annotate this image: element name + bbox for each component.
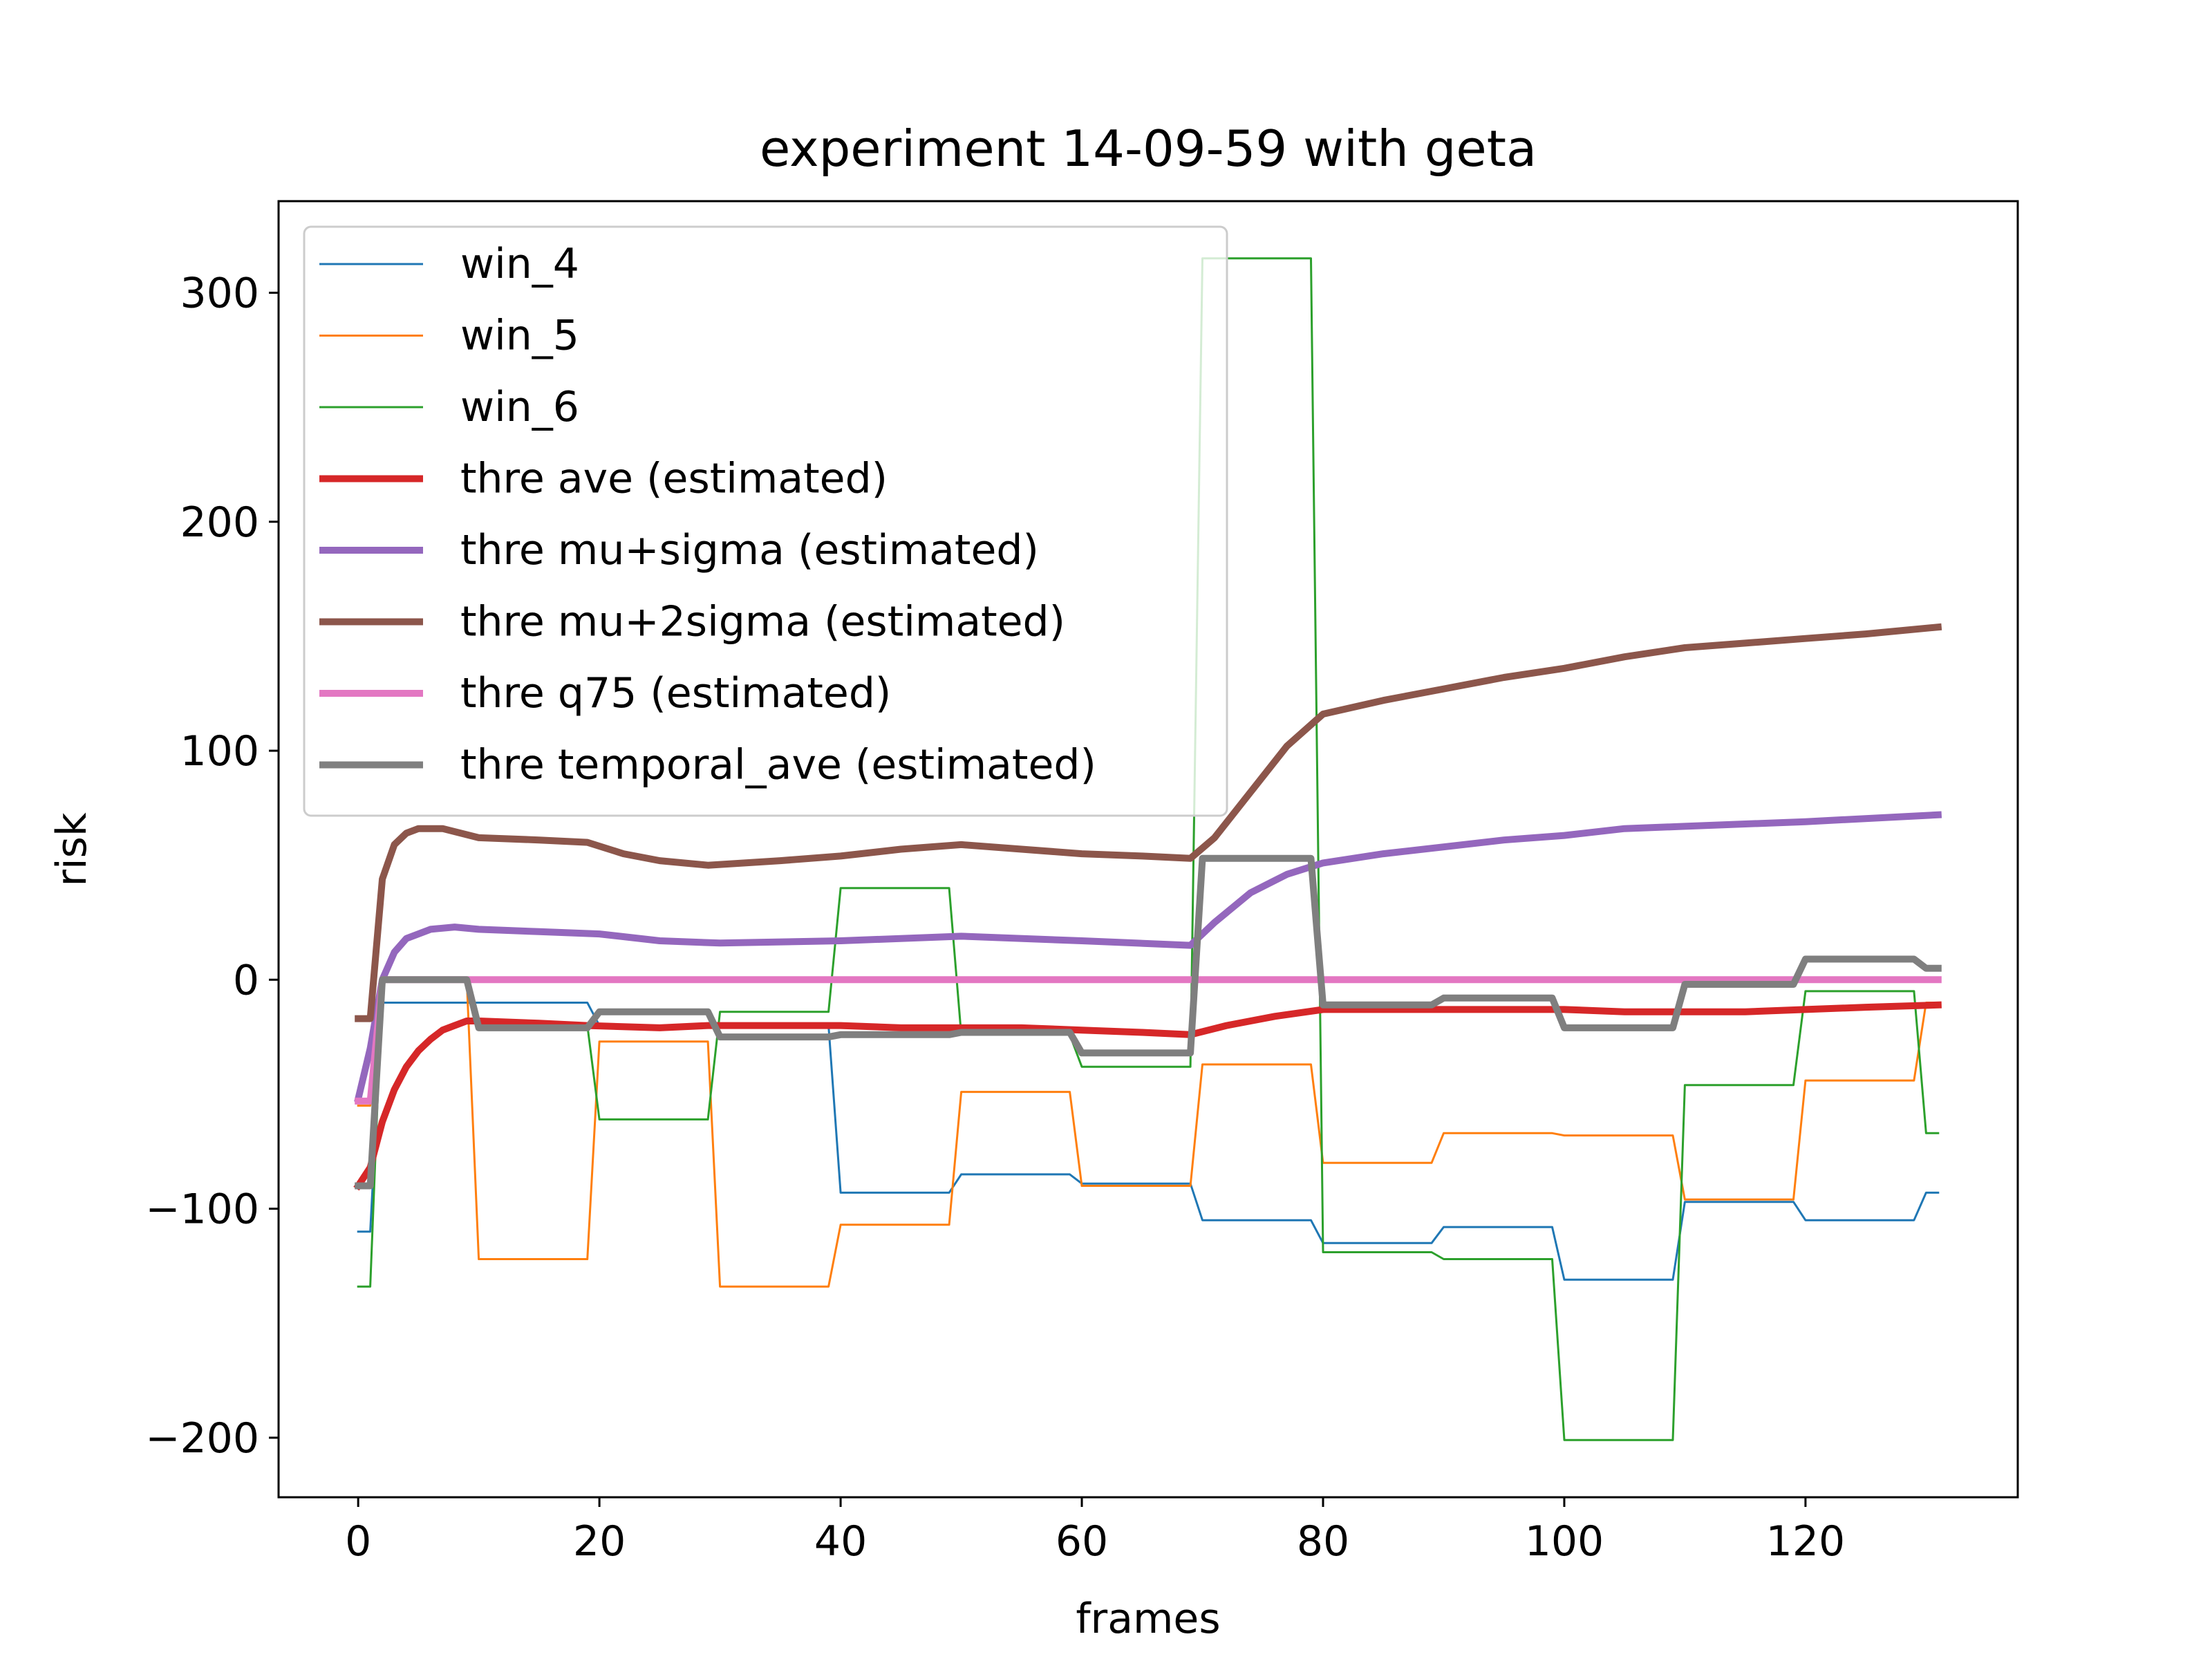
- x-axis-title: frames: [1076, 1595, 1220, 1643]
- series-line-3: [353, 1001, 1942, 1191]
- plot-frame: [277, 200, 2019, 1499]
- y-tick-label: −200: [145, 1414, 259, 1463]
- y-tick-label: −100: [145, 1185, 259, 1234]
- legend-label-6: thre q75 (estimated): [460, 669, 891, 718]
- legend-label-7: thre temporal_ave (estimated): [460, 741, 1096, 789]
- x-tick-label: 100: [1525, 1517, 1604, 1566]
- y-tick-label: 200: [180, 498, 259, 547]
- series-line-1: [357, 978, 1940, 1288]
- y-tick-label: 0: [233, 956, 259, 1004]
- x-tick-label: 40: [814, 1517, 867, 1566]
- series-line-7: [355, 854, 1942, 1190]
- x-tick-label: 60: [1056, 1517, 1108, 1566]
- x-axis: 0 20 40 60 80 100 120: [345, 1497, 1845, 1566]
- x-tick-label: 80: [1297, 1517, 1349, 1566]
- y-tick-label: 100: [180, 727, 259, 776]
- series-line-5: [355, 623, 1942, 1022]
- legend-label-0: win_4: [460, 240, 579, 288]
- legend-label-2: win_6: [460, 383, 579, 431]
- y-axis-title: risk: [48, 812, 96, 887]
- y-tick-label: 300: [180, 270, 259, 318]
- x-tick-label: 0: [345, 1517, 371, 1566]
- series-layer: [353, 257, 1942, 1441]
- x-tick-label: 20: [573, 1517, 626, 1566]
- chart-title: experiment 14-09-59 with geta: [760, 120, 1537, 178]
- series-line-4: [354, 811, 1942, 1103]
- y-axis: −200 −100 0 100 200 300: [145, 270, 279, 1463]
- legend-label-5: thre mu+2sigma (estimated): [460, 598, 1065, 646]
- legend-box: [303, 225, 1228, 817]
- legend-label-4: thre mu+sigma (estimated): [460, 526, 1039, 574]
- x-tick-label: 120: [1766, 1517, 1846, 1566]
- legend-label-1: win_5: [460, 312, 579, 360]
- legend-label-3: thre ave (estimated): [460, 455, 888, 503]
